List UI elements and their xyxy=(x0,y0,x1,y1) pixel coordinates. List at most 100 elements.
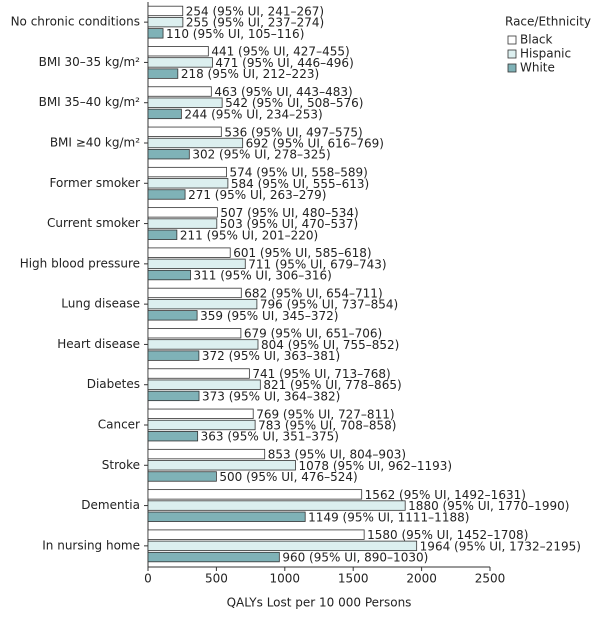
data-label: 574 (95% UI, 558–589) xyxy=(230,166,368,180)
data-label: 372 (95% UI, 363–381) xyxy=(202,349,340,363)
data-label: 359 (95% UI, 345–372) xyxy=(200,309,338,323)
bar xyxy=(147,137,244,149)
y-tick-label: Former smoker xyxy=(50,176,141,190)
data-label: 536 (95% UI, 497–575) xyxy=(224,125,362,139)
bar xyxy=(147,149,190,160)
data-label: 363 (95% UI, 351–375) xyxy=(201,430,339,444)
legend-label: White xyxy=(520,61,555,75)
data-label: 463 (95% UI, 443–483) xyxy=(214,85,352,99)
bar xyxy=(147,97,223,108)
y-tick-label: Lung disease xyxy=(61,297,140,311)
bar xyxy=(147,529,365,540)
legend-swatch xyxy=(507,49,517,59)
bar xyxy=(147,28,164,39)
bar xyxy=(147,431,199,442)
data-label: 783 (95% UI, 708–858) xyxy=(258,419,396,433)
data-label: 741 (95% UI, 713–768) xyxy=(252,367,390,381)
data-label: 373 (95% UI, 364–382) xyxy=(202,389,340,403)
y-tick-label: Current smoker xyxy=(47,216,140,230)
bar xyxy=(147,328,242,339)
bar xyxy=(147,166,227,178)
data-label: 682 (95% UI, 654–711) xyxy=(244,286,382,300)
bar xyxy=(147,68,179,79)
data-label: 471 (95% UI, 446–496) xyxy=(215,56,353,70)
y-tick-label: BMI 30–35 kg/m² xyxy=(39,55,141,69)
bar xyxy=(147,247,231,258)
y-tick-label: BMI 35–40 kg/m² xyxy=(39,95,141,109)
data-label: 601 (95% UI, 585–618) xyxy=(233,246,371,260)
data-label: 441 (95% UI, 427–455) xyxy=(211,45,349,59)
bar xyxy=(147,287,242,299)
data-label: 1880 (95% UI, 1770–1990) xyxy=(408,499,569,513)
legend-swatch xyxy=(507,35,517,45)
data-label: 503 (95% UI, 470–537) xyxy=(220,217,358,231)
bar xyxy=(147,489,363,500)
x-axis-title: QALYs Lost per 10 000 Persons xyxy=(227,596,412,610)
data-label: 584 (95% UI, 555–613) xyxy=(231,177,369,191)
x-tick-label: 500 xyxy=(205,572,228,586)
y-tick-label: Diabetes xyxy=(87,377,140,391)
data-label: 1078 (95% UI, 962–1193) xyxy=(298,459,452,473)
bar xyxy=(147,379,261,390)
data-label: 821 (95% UI, 778–865) xyxy=(263,378,401,392)
data-label: 853 (95% UI, 804–903) xyxy=(268,448,406,462)
bar xyxy=(147,471,217,482)
bar xyxy=(147,46,209,57)
bar xyxy=(147,511,306,522)
bar xyxy=(147,207,218,218)
bar xyxy=(147,551,280,563)
data-label: 110 (95% UI, 105–116) xyxy=(166,27,304,41)
bar xyxy=(147,350,200,361)
bar xyxy=(147,419,256,431)
x-tick-label: 2000 xyxy=(406,572,437,586)
y-tick-label: Stroke xyxy=(102,458,140,472)
data-label: 711 (95% UI, 679–743) xyxy=(248,257,386,271)
bar xyxy=(147,229,178,240)
data-label: 254 (95% UI, 241–267) xyxy=(186,4,324,18)
y-tick-label: Cancer xyxy=(98,418,140,432)
y-tick-label: Heart disease xyxy=(57,337,140,351)
bar xyxy=(147,390,200,402)
bar xyxy=(147,86,212,97)
y-tick-label: Dementia xyxy=(81,498,140,512)
bar xyxy=(147,368,250,379)
x-tick-label: 1500 xyxy=(338,572,369,586)
data-label: 960 (95% UI, 890–1030) xyxy=(282,551,428,565)
bar xyxy=(147,189,186,200)
x-tick-label: 1000 xyxy=(270,572,301,586)
bar xyxy=(147,460,296,471)
bar xyxy=(147,540,418,552)
bar xyxy=(147,178,229,189)
legend-label: Black xyxy=(520,33,553,47)
data-label: 507 (95% UI, 480–534) xyxy=(220,206,358,220)
data-label: 804 (95% UI, 755–852) xyxy=(261,338,399,352)
data-label: 542 (95% UI, 508–576) xyxy=(225,96,363,110)
bar xyxy=(147,258,246,270)
y-tick-label: BMI ≥40 kg/m² xyxy=(50,136,140,150)
data-label: 796 (95% UI, 737–854) xyxy=(260,298,398,312)
data-label: 311 (95% UI, 306–316) xyxy=(194,269,332,283)
x-tick-label: 2500 xyxy=(475,572,506,586)
legend-title: Race/Ethnicity xyxy=(505,15,591,29)
data-label: 769 (95% UI, 727–811) xyxy=(256,407,394,421)
bar xyxy=(147,5,184,17)
bar xyxy=(147,269,191,281)
y-tick-label: No chronic conditions xyxy=(11,15,140,29)
data-label: 211 (95% UI, 201–220) xyxy=(180,228,318,242)
data-label: 1149 (95% UI, 1111–1188) xyxy=(308,510,469,524)
bar xyxy=(147,298,258,310)
legend-swatch xyxy=(507,63,517,73)
data-label: 692 (95% UI, 616–769) xyxy=(246,137,384,151)
bar xyxy=(147,126,222,137)
bar xyxy=(147,57,213,68)
data-label: 218 (95% UI, 212–223) xyxy=(181,67,319,81)
bar xyxy=(147,448,266,460)
data-label: 244 (95% UI, 234–253) xyxy=(184,107,322,121)
bar xyxy=(147,339,259,350)
legend-label: Hispanic xyxy=(520,47,571,61)
bar xyxy=(147,16,184,28)
data-label: 255 (95% UI, 237–274) xyxy=(186,16,324,30)
data-label: 1580 (95% UI, 1452–1708) xyxy=(367,528,528,542)
data-label: 500 (95% UI, 476–524) xyxy=(219,470,357,484)
